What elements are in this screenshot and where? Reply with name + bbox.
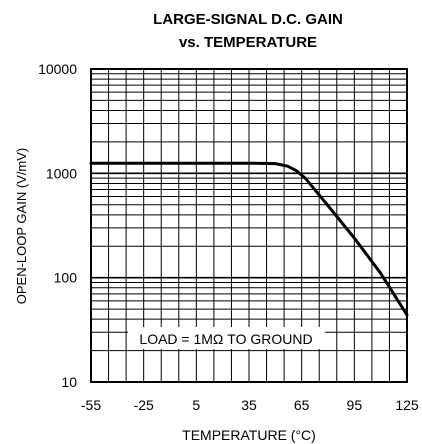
axis-ticks: -55 -25 5 35 65 95 125 10 100 1000 10000 (38, 61, 419, 413)
annotation: LOAD = 1MΩ TO GROUND (128, 327, 325, 349)
chart-title: LARGE-SIGNAL D.C. GAIN (153, 11, 343, 28)
plot-frame (90, 68, 408, 383)
y-tick-label: 10 (61, 374, 77, 390)
y-tick-label: 1000 (46, 165, 77, 181)
annotation-text: LOAD = 1MΩ TO GROUND (139, 331, 312, 347)
x-tick-label: -25 (134, 397, 154, 413)
y-tick-label: 10000 (38, 61, 77, 77)
y-axis-label: OPEN-LOOP GAIN (V/mV) (14, 148, 29, 305)
y-tick-label: 100 (54, 270, 78, 286)
x-tick-label: 5 (192, 397, 200, 413)
x-tick-label: 65 (294, 397, 310, 413)
series-line (89, 161, 409, 317)
grid (91, 69, 407, 382)
x-tick-label: -55 (81, 397, 101, 413)
x-axis-label: TEMPERATURE (°C) (182, 427, 316, 443)
x-tick-label: 125 (395, 397, 419, 413)
annotation-background (128, 327, 325, 349)
chart-subtitle: vs. TEMPERATURE (179, 34, 317, 51)
x-tick-label: 95 (347, 397, 363, 413)
series (89, 161, 409, 317)
x-tick-label: 35 (241, 397, 257, 413)
